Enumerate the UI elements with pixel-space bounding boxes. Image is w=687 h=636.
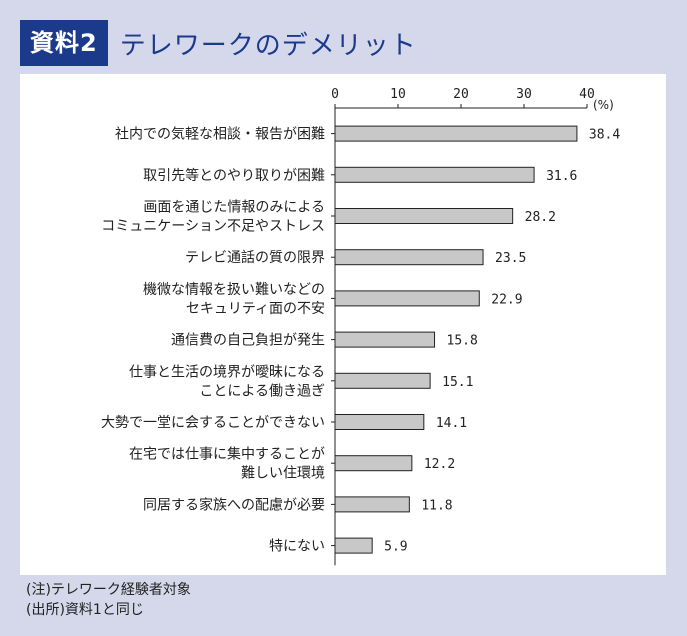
bar-value-label: 23.5 bbox=[495, 251, 526, 266]
footnotes: (注)テレワーク経験者対象 (出所)資料1と同じ bbox=[26, 580, 191, 620]
bar-value-label: 38.4 bbox=[589, 128, 620, 143]
category-label: 画面を通じた情報のみによる bbox=[143, 200, 325, 216]
category-label: 通信費の自己負担が発生 bbox=[171, 333, 325, 349]
category-label: コミュニケーション不足やストレス bbox=[101, 219, 325, 235]
chart-panel: 0 10 20 30 40 (%) 38.4 社内での気軽な相談・報告が困難 31.6 取引先等と… bbox=[20, 74, 666, 575]
bar-value-label: 11.8 bbox=[421, 498, 452, 513]
bar bbox=[334, 455, 413, 472]
x-tick-label: 20 bbox=[453, 87, 469, 102]
category-label: 特にない bbox=[269, 539, 325, 555]
bar bbox=[334, 249, 484, 266]
x-unit-label: (%) bbox=[593, 98, 614, 112]
x-tick-label: 0 bbox=[331, 87, 339, 102]
bar bbox=[334, 331, 436, 348]
category-label: 大勢で一堂に会することができない bbox=[101, 415, 325, 431]
category-label: 同居する家族への配慮が必要 bbox=[143, 496, 325, 513]
bar bbox=[334, 166, 535, 183]
bar bbox=[334, 290, 480, 307]
bar-value-label: 22.9 bbox=[491, 292, 522, 307]
bar-value-label: 15.1 bbox=[442, 375, 473, 390]
bar-value-label: 14.1 bbox=[436, 416, 467, 431]
footnote-note: (注)テレワーク経験者対象 bbox=[26, 582, 191, 598]
header: 資料2 テレワークのデメリット bbox=[20, 20, 417, 66]
bar bbox=[334, 496, 410, 513]
bar bbox=[334, 208, 514, 224]
bar-value-label: 15.8 bbox=[447, 334, 478, 349]
bar-value-label: 28.2 bbox=[525, 210, 556, 225]
x-tick-label: 10 bbox=[390, 87, 406, 102]
category-label: ことによる働き過ぎ bbox=[199, 383, 325, 399]
category-label: 機微な情報を扱い難いなどの bbox=[143, 282, 325, 298]
bar bbox=[334, 125, 578, 142]
category-label: セキュリティ面の不安 bbox=[186, 301, 325, 317]
category-label: 社内での気軽な相談・報告が困難 bbox=[115, 127, 325, 143]
bar bbox=[334, 537, 373, 554]
bar-value-label: 12.2 bbox=[424, 457, 455, 472]
chart-title: テレワークのデメリット bbox=[119, 30, 417, 61]
bar-value-label: 5.9 bbox=[384, 540, 407, 555]
x-tick-label: 30 bbox=[516, 87, 532, 102]
footnote-source: (出所)資料1と同じ bbox=[26, 602, 144, 618]
category-label: テレビ通話の質の限界 bbox=[185, 249, 325, 266]
figure-badge: 資料2 bbox=[20, 20, 108, 66]
bar bbox=[334, 414, 425, 430]
bar-value-label: 31.6 bbox=[546, 169, 577, 184]
bar-chart: 0 10 20 30 40(%) 38.4 社内での気軽な相談・報告が困難 31.6 取引先等と… bbox=[101, 87, 620, 566]
category-label: 在宅では仕事に集中することが bbox=[129, 446, 325, 463]
category-label: 取引先等とのやり取りが困難 bbox=[143, 167, 325, 184]
category-label: 仕事と生活の境界が曖昧になる bbox=[129, 364, 325, 380]
x-tick-label: 40 bbox=[579, 87, 595, 102]
bar bbox=[334, 372, 431, 389]
category-label: 難しい住環境 bbox=[241, 466, 325, 482]
